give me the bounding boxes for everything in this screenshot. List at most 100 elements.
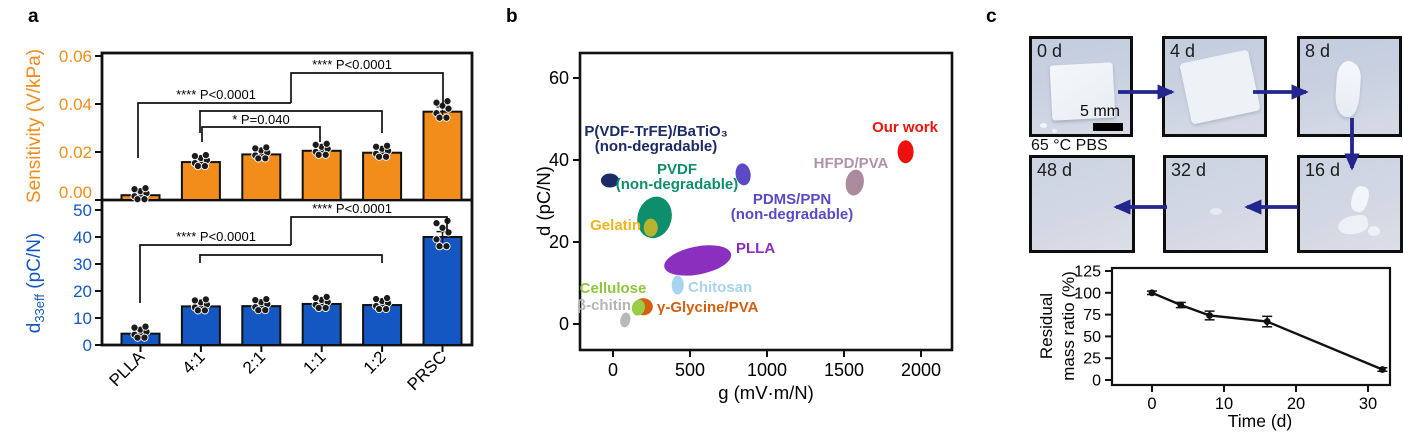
y-tick-label: 25 [1083,351,1101,368]
panel-b-letter: b [506,6,518,27]
bubble-label: (non-degradable) [616,176,739,193]
bubble-label: Gelatin [590,217,641,234]
data-point [321,150,330,159]
x-tick-label: 0 [608,360,618,380]
data-point [1148,289,1156,297]
data-point [254,154,263,163]
data-point [382,152,391,161]
bubble-HFPD/PVA [845,169,864,196]
data-point [321,303,330,313]
x-category-label: 4:1 [179,347,209,377]
bubble-label: Cellulose [580,280,647,297]
y-tick-label: 30 [73,255,92,274]
y-tick-label: 50 [73,201,92,220]
x-tick-label: 1000 [747,360,787,380]
data-point [133,333,142,342]
x-category-label: 2:1 [239,347,269,377]
bubble-PDMS/PPN [735,163,751,186]
data-point [442,113,451,122]
bubble-β-chitin [620,312,631,328]
photo-day-label: 16 d [1305,160,1341,180]
data-point [432,98,441,107]
data-point [322,292,331,302]
data-point [435,242,444,251]
x-tick-label: 0 [1147,395,1156,413]
y-tick-label: 0 [1092,373,1101,390]
significance-bracket [290,72,444,108]
x-category-label: 1:2 [360,347,390,377]
bubble-P(VDF-TrFE)/BaTiO₃ [600,173,619,188]
y-tick-label: 60 [549,68,569,88]
data-point [375,152,384,161]
bar-1:2 [362,151,403,201]
data-point [443,97,452,106]
data-point [311,293,320,303]
data-point [200,306,209,315]
data-point [375,304,384,314]
data-point [193,306,202,315]
data-point [141,322,150,331]
photo-0d: 0 d 5 mm [1029,36,1133,137]
data-point [201,295,210,304]
data-point [432,219,441,228]
data-point [1379,366,1386,373]
data-point [314,303,323,313]
film-fragment [1210,208,1222,215]
y-tick-label: 0.02 [59,143,92,162]
x-tick-label: 500 [675,360,705,380]
data-point [444,104,453,113]
data-point [190,296,199,305]
y-tick-label: 75 [1083,307,1101,324]
x-category-label: PRSC [403,347,450,394]
panel-a-letter: a [28,6,39,27]
data-point [444,228,453,237]
y-tick-label: 10 [73,309,92,328]
photo-day-label: 32 d [1171,160,1207,180]
data-point [438,223,447,232]
data-point [201,151,210,160]
data-point [200,162,209,171]
data-point [254,306,263,315]
significance-label: **** P<0.0001 [312,57,392,72]
data-point [432,235,441,244]
y-tick-label: 0.04 [59,95,92,114]
y-axis-title-sensitivity: Sensitivity (V/kPa) [24,49,45,203]
data-point [190,152,199,161]
photo-day-label: 0 d [1037,41,1063,61]
panel-c-chart-frame [1110,266,1392,387]
data-point [372,294,381,304]
photo-16d: 16 d [1297,155,1403,253]
y-tick-label: 40 [549,150,569,170]
y-tick-label: 0.00 [59,183,92,202]
bubble-PLLA [664,245,732,276]
y-tick-label: 125 [1074,264,1101,281]
significance-bracket [199,254,383,263]
bubble-label: β-chitin [577,297,631,314]
data-point [372,142,381,151]
data-point [1263,318,1271,325]
y-tick-label: 40 [73,228,92,247]
photo-day-label: 4 d [1170,41,1196,61]
photo-4d: 4 d [1162,36,1267,137]
panel-c-letter: c [986,6,997,27]
data-point [130,323,139,332]
droplet [1040,123,1047,128]
x-tick-label: 1500 [824,360,864,380]
bar-charts-panel-a: 0.00 0.02 0.04 0.06 **** P<0.0001 **** P<0.00… [24,47,474,394]
significance-bracket [201,126,321,142]
y-axis-title: d (pC/N) [533,166,554,236]
data-point [251,296,260,305]
bubble-Cellulose [631,299,646,316]
data-point [261,306,270,315]
photo-day-label: 48 d [1037,160,1073,180]
x-category-label: PLLA [105,347,148,390]
x-axis-title: g (mV·m/N) [718,382,814,403]
y-axis-title-d33eff: d33eff (pC/N) [24,233,47,334]
tspan: (pC/N) [24,233,45,294]
significance-label: * P=0.040 [232,112,289,127]
data-point [140,195,149,204]
data-point [130,185,139,194]
data-point [383,293,392,303]
bubble-Chitosan [671,275,684,295]
y-tick-label: 0 [83,336,92,355]
